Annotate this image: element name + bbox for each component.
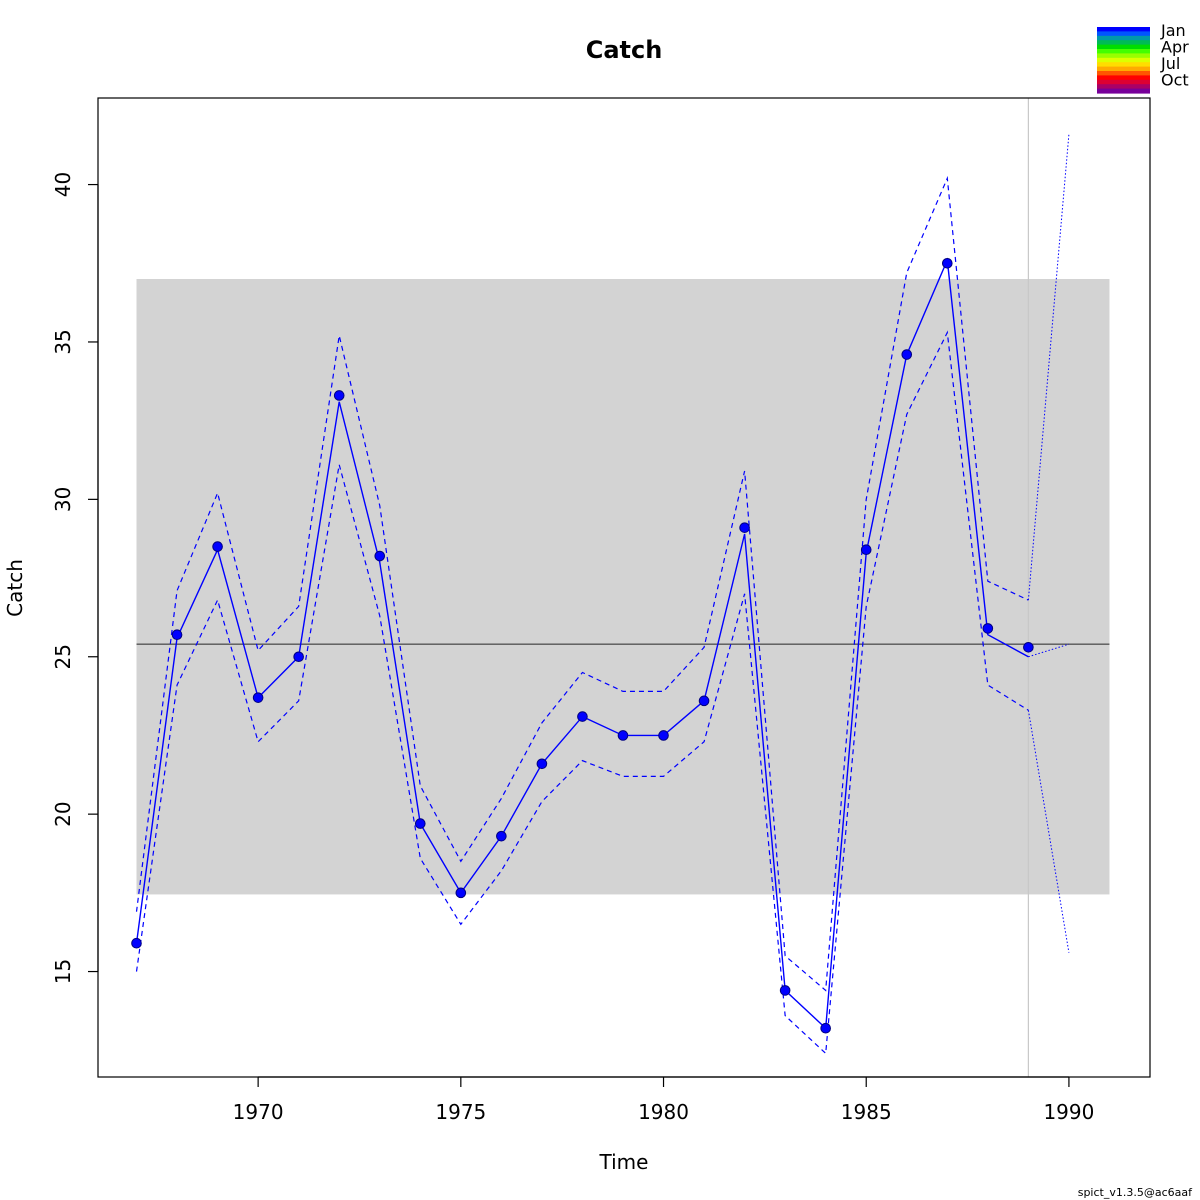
legend-color-swatch: [1097, 27, 1150, 32]
observed-point: [333, 390, 345, 401]
x-tick-label: 1990: [1043, 1100, 1094, 1124]
x-tick-label: 1975: [435, 1100, 486, 1124]
observed-point: [577, 711, 588, 722]
x-tick-label: 1970: [233, 1100, 284, 1124]
observed-point: [252, 692, 264, 703]
y-tick-label: 15: [51, 959, 75, 984]
legend-color-swatch: [1097, 40, 1150, 46]
observed-point: [698, 695, 710, 707]
y-axis: 15 20 25 30 35 40: [51, 172, 99, 984]
legend-color-swatch: [1097, 53, 1150, 59]
legend-label: Oct: [1161, 71, 1189, 90]
x-tick-label: 1980: [638, 1100, 689, 1124]
observed-point: [455, 887, 467, 899]
observed-point: [374, 550, 386, 562]
legend-color-swatch: [1097, 62, 1150, 68]
y-tick-label: 35: [51, 329, 75, 354]
legend-label: Jan: [1160, 21, 1186, 40]
observed-point: [617, 730, 629, 741]
observed-point: [293, 651, 304, 663]
observed-point: [820, 1022, 831, 1034]
observed-point: [779, 985, 791, 996]
legend-color-swatch: [1097, 31, 1150, 37]
observed-point: [212, 541, 223, 552]
observed-point: [414, 818, 426, 829]
observed-point: [982, 623, 994, 634]
legend-color-swatch: [1097, 66, 1150, 72]
y-tick-label: 30: [51, 487, 75, 512]
legend-color-swatch: [1097, 49, 1150, 54]
lower-ci-line: [135, 330, 1029, 1055]
upper-ci-line: [135, 175, 1029, 992]
y-tick-label: 20: [51, 801, 75, 826]
x-axis-label: Time: [599, 1150, 649, 1174]
x-axis: 1970 1975 1980 1985 1990: [233, 1076, 1094, 1124]
y-tick-label: 25: [51, 644, 75, 669]
legend-color-swatch: [1097, 71, 1150, 76]
observed-point: [131, 937, 142, 949]
y-axis-label: Catch: [3, 559, 27, 617]
prediction-line: [1028, 643, 1070, 658]
legend-color-swatch: [1097, 88, 1150, 94]
observed-point: [901, 349, 913, 360]
legend-color-swatch: [1097, 44, 1150, 50]
x-tick-label: 1985: [841, 1100, 892, 1124]
reference-band: [136, 279, 1110, 895]
legend-color-swatch: [1097, 79, 1150, 85]
observed-point: [496, 830, 507, 842]
legend-label: Jul: [1160, 54, 1180, 73]
observed-point: [739, 522, 750, 533]
y-tick-label: 40: [51, 172, 75, 197]
observed-point: [171, 629, 183, 641]
observed-point: [658, 730, 669, 741]
chart-title: Catch: [586, 36, 663, 64]
prediction-lower-line: [1027, 710, 1070, 953]
legend-label: Apr: [1161, 38, 1189, 57]
observed-point: [536, 758, 548, 770]
legend-color-swatch: [1097, 35, 1150, 41]
version-label: spict_v1.3.5@ac6aaf: [1078, 1186, 1193, 1199]
observed-point: [1023, 642, 1034, 653]
plot-area: [131, 98, 1110, 1077]
observed-point: [942, 257, 953, 269]
prediction-upper-line: [1027, 134, 1070, 601]
legend-color-swatch: [1097, 57, 1150, 63]
legend-color-swatch: [1097, 75, 1150, 81]
observed-point: [860, 544, 872, 556]
legend-color-swatch: [1097, 84, 1150, 90]
